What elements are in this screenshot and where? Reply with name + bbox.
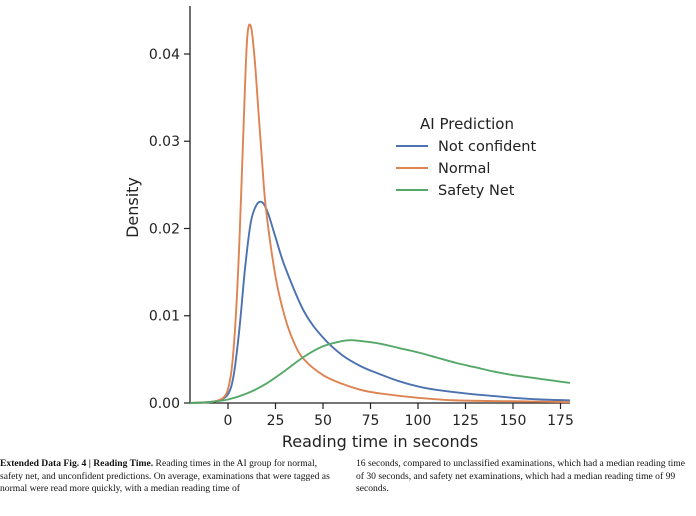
x-tick-label: 175: [547, 413, 574, 429]
y-tick-label: 0.03: [149, 134, 180, 150]
x-tick-label: 25: [267, 413, 285, 429]
x-tick-label: 75: [362, 413, 380, 429]
caption-figure-label: Extended Data Fig. 4 | Reading Time.: [0, 458, 154, 469]
y-tick-label: 0.00: [149, 396, 180, 412]
x-tick-label: 0: [224, 413, 233, 429]
chart-series: [189, 23, 571, 404]
x-tick-label: 50: [314, 413, 332, 429]
x-tick-label: 125: [452, 413, 479, 429]
series-line-safety-net: [189, 339, 571, 404]
chart-axes: 0 25 50 75 100 125 150 175 0.00 0.01 0.02 0.03 0.04 R…: [123, 6, 574, 451]
legend-label-safety-net: Safety Net: [438, 183, 515, 199]
y-axis-title: Density: [123, 177, 142, 238]
legend-label-not-confident: Not confident: [438, 139, 536, 155]
series-line-not-confident: [189, 200, 571, 404]
x-tick-label: 100: [405, 413, 432, 429]
caption-text-left: Reading times in the AI group for normal…: [0, 458, 330, 495]
y-tick-label: 0.02: [149, 221, 180, 237]
figure-caption-left: Extended Data Fig. 4 | Reading Time. Rea…: [0, 458, 338, 496]
reading-time-chart: 0 25 50 75 100 125 150 175 0.00 0.01 0.02 0.03 0.04 R…: [123, 6, 574, 451]
x-tick-label: 150: [500, 413, 527, 429]
caption-text-right: 16 seconds, compared to unclassified exa…: [356, 458, 686, 495]
series-line-normal: [189, 23, 571, 404]
chart-legend: AI Prediction Not confident Normal Safety N…: [396, 115, 536, 199]
legend-label-normal: Normal: [438, 161, 490, 177]
figure-caption-right: 16 seconds, compared to unclassified exa…: [356, 458, 694, 496]
y-tick-label: 0.04: [149, 47, 180, 63]
x-axis-title: Reading time in seconds: [282, 432, 478, 451]
legend-title: AI Prediction: [420, 115, 514, 133]
y-tick-label: 0.01: [149, 309, 180, 325]
